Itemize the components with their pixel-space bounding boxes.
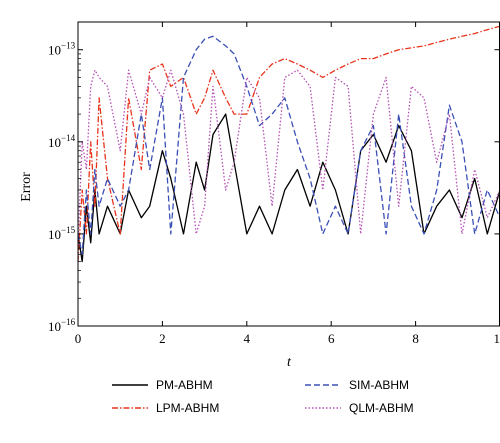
y-tick-label: 10−13 xyxy=(48,41,76,58)
x-tick-label: 2 xyxy=(159,331,166,346)
x-tick-label: 8 xyxy=(412,331,419,346)
legend-label-pm-abhm: PM-ABHM xyxy=(156,378,213,392)
x-tick-label: 4 xyxy=(244,331,251,346)
series-line-pm-abhm xyxy=(77,113,500,263)
series-line-lpm-abhm xyxy=(77,25,500,262)
plot-area xyxy=(78,22,500,326)
x-axis-label: t xyxy=(287,355,292,370)
series-line-sim-abhm xyxy=(77,35,500,255)
y-axis-label: Error xyxy=(19,172,34,202)
y-tick-label: 10−15 xyxy=(48,225,76,242)
y-tick-label: 10−14 xyxy=(48,133,76,150)
legend-label-lpm-abhm: LPM-ABHM xyxy=(156,401,219,415)
x-tick-label: 6 xyxy=(328,331,335,346)
legend-label-sim-abhm: SIM-ABHM xyxy=(349,378,409,392)
x-tick-label: 10 xyxy=(494,331,500,346)
series-line-qlm-abhm xyxy=(77,69,500,243)
y-tick-label: 10−16 xyxy=(48,317,76,334)
legend-label-qlm-abhm: QLM-ABHM xyxy=(349,401,414,415)
x-tick-label: 0 xyxy=(75,331,82,346)
